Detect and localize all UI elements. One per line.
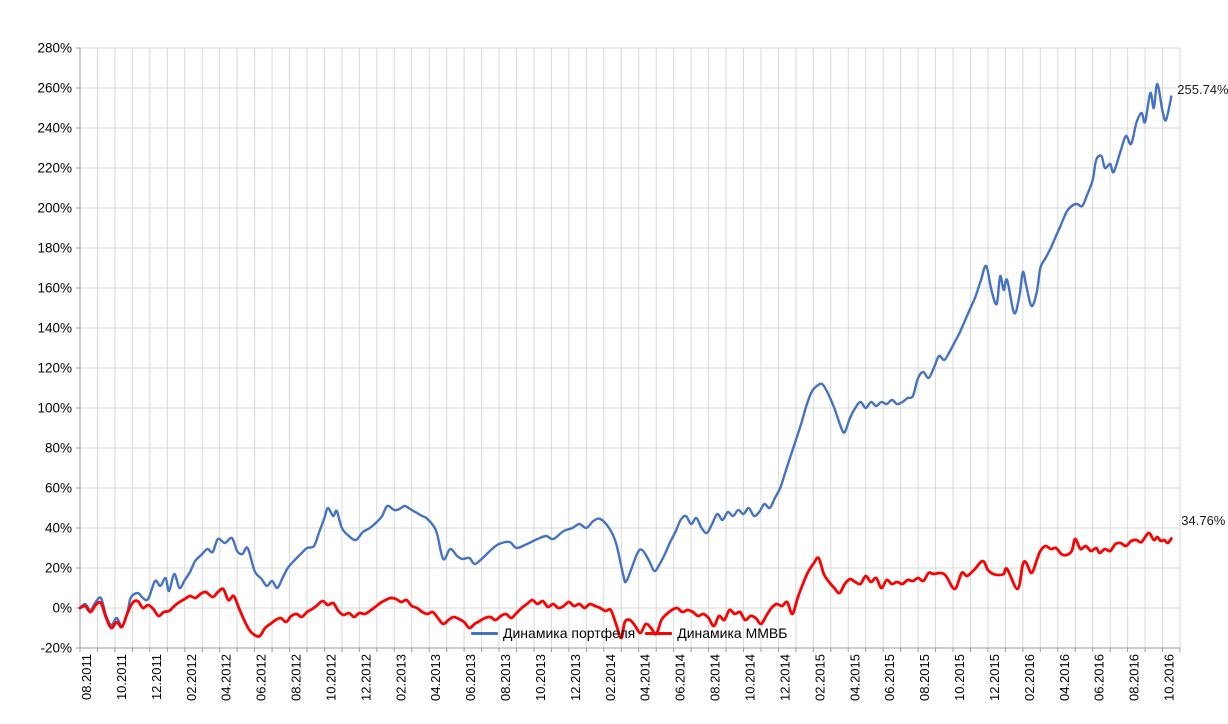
portfolio-line-swatch xyxy=(471,631,498,635)
series-line-portfolio xyxy=(78,82,1173,628)
x-tick-label: 12.2014 xyxy=(777,654,792,701)
y-tick-label: 60% xyxy=(45,481,72,496)
x-tick-label: 10.2012 xyxy=(323,654,338,701)
x-tick-label: 08.2015 xyxy=(917,654,932,701)
micex-line-swatch xyxy=(645,631,673,635)
y-tick-label: 20% xyxy=(45,561,72,576)
x-tick-label: 04.2015 xyxy=(847,654,862,701)
x-tick-label: 08.2014 xyxy=(708,654,723,701)
legend-item-portfolio: Динамика портфеля xyxy=(471,625,635,641)
y-tick-label: 280% xyxy=(37,41,72,56)
x-tick-label: 08.2016 xyxy=(1127,654,1142,701)
legend-item-micex: Динамика ММВБ xyxy=(645,625,787,641)
portfolio-end-value-label: 255.74% xyxy=(1177,81,1228,97)
legend-label-portfolio: Динамика портфеля xyxy=(503,625,636,641)
y-tick-label: 200% xyxy=(37,201,72,216)
series-line-micex xyxy=(78,531,1173,640)
x-tick-label: 10.2015 xyxy=(952,654,967,701)
y-tick-label: 160% xyxy=(37,281,72,296)
y-tick-label: 220% xyxy=(37,161,72,176)
x-tick-label: 02.2012 xyxy=(184,654,199,701)
x-tick-label: 08.2012 xyxy=(289,654,304,701)
x-tick-label: 04.2014 xyxy=(638,654,653,701)
x-tick-label: 02.2015 xyxy=(812,654,827,701)
y-tick-label: 40% xyxy=(45,521,72,536)
x-tick-label: 02.2016 xyxy=(1022,654,1037,701)
y-tick-label: 260% xyxy=(37,81,72,96)
x-tick-label: 04.2012 xyxy=(219,654,234,701)
y-tick-label: -20% xyxy=(40,641,72,656)
x-tick-label: 12.2015 xyxy=(987,654,1002,701)
x-tick-label: 12.2011 xyxy=(149,654,164,700)
y-tick-label: 240% xyxy=(37,121,72,136)
x-tick-label: 08.2013 xyxy=(498,654,513,701)
x-tick-label: 10.2013 xyxy=(533,654,548,701)
y-tick-label: 0% xyxy=(52,601,72,616)
x-tick-label: 06.2012 xyxy=(254,654,269,701)
y-tick-label: 80% xyxy=(45,441,72,456)
micex-end-value-label: 34.76% xyxy=(1181,513,1226,529)
x-tick-label: 12.2012 xyxy=(358,654,373,701)
x-tick-label: 02.2014 xyxy=(603,654,618,701)
y-tick-label: 140% xyxy=(37,321,72,336)
x-tick-label: 10.2014 xyxy=(742,654,757,701)
x-tick-label: 04.2016 xyxy=(1057,654,1072,701)
x-tick-label: 06.2015 xyxy=(882,654,897,701)
x-tick-label: 04.2013 xyxy=(428,654,443,701)
x-tick-label: 06.2014 xyxy=(673,654,688,701)
legend: Динамика портфеля Динамика ММВБ xyxy=(471,625,787,641)
x-tick-label: 12.2013 xyxy=(568,654,583,701)
x-tick-label: 10.2011 xyxy=(114,654,129,700)
x-tick-label: 02.2013 xyxy=(393,654,408,701)
x-tick-label: 06.2013 xyxy=(463,654,478,701)
y-tick-label: 180% xyxy=(37,241,72,256)
y-tick-label: 120% xyxy=(37,361,72,376)
x-tick-label: 06.2016 xyxy=(1092,654,1107,701)
x-tick-label: 10.2016 xyxy=(1162,654,1177,701)
legend-label-micex: Динамика ММВБ xyxy=(677,625,788,641)
x-tick-label: 08.2011 xyxy=(79,654,94,700)
y-tick-label: 100% xyxy=(37,401,72,416)
